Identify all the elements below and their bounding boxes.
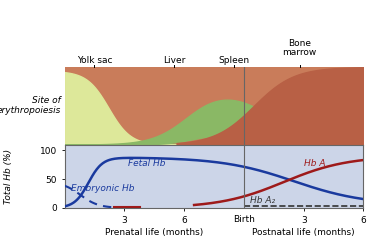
Text: Spleen: Spleen <box>218 55 249 65</box>
Text: Bone
marrow: Bone marrow <box>283 39 317 57</box>
Text: Liver: Liver <box>163 55 185 65</box>
Text: Yolk sac: Yolk sac <box>77 55 112 65</box>
Text: Birth: Birth <box>233 215 255 224</box>
Text: Hb A₂: Hb A₂ <box>250 196 275 205</box>
Text: Total Hb (%): Total Hb (%) <box>4 149 13 204</box>
Text: Site of
erythropoiesis: Site of erythropoiesis <box>0 96 61 115</box>
Text: Embryonic Hb: Embryonic Hb <box>70 184 134 193</box>
Text: Hb A: Hb A <box>304 159 325 168</box>
Text: Fetal Hb: Fetal Hb <box>128 159 166 168</box>
Text: Prenatal life (months): Prenatal life (months) <box>105 228 203 237</box>
Text: Postnatal life (months): Postnatal life (months) <box>252 228 355 237</box>
